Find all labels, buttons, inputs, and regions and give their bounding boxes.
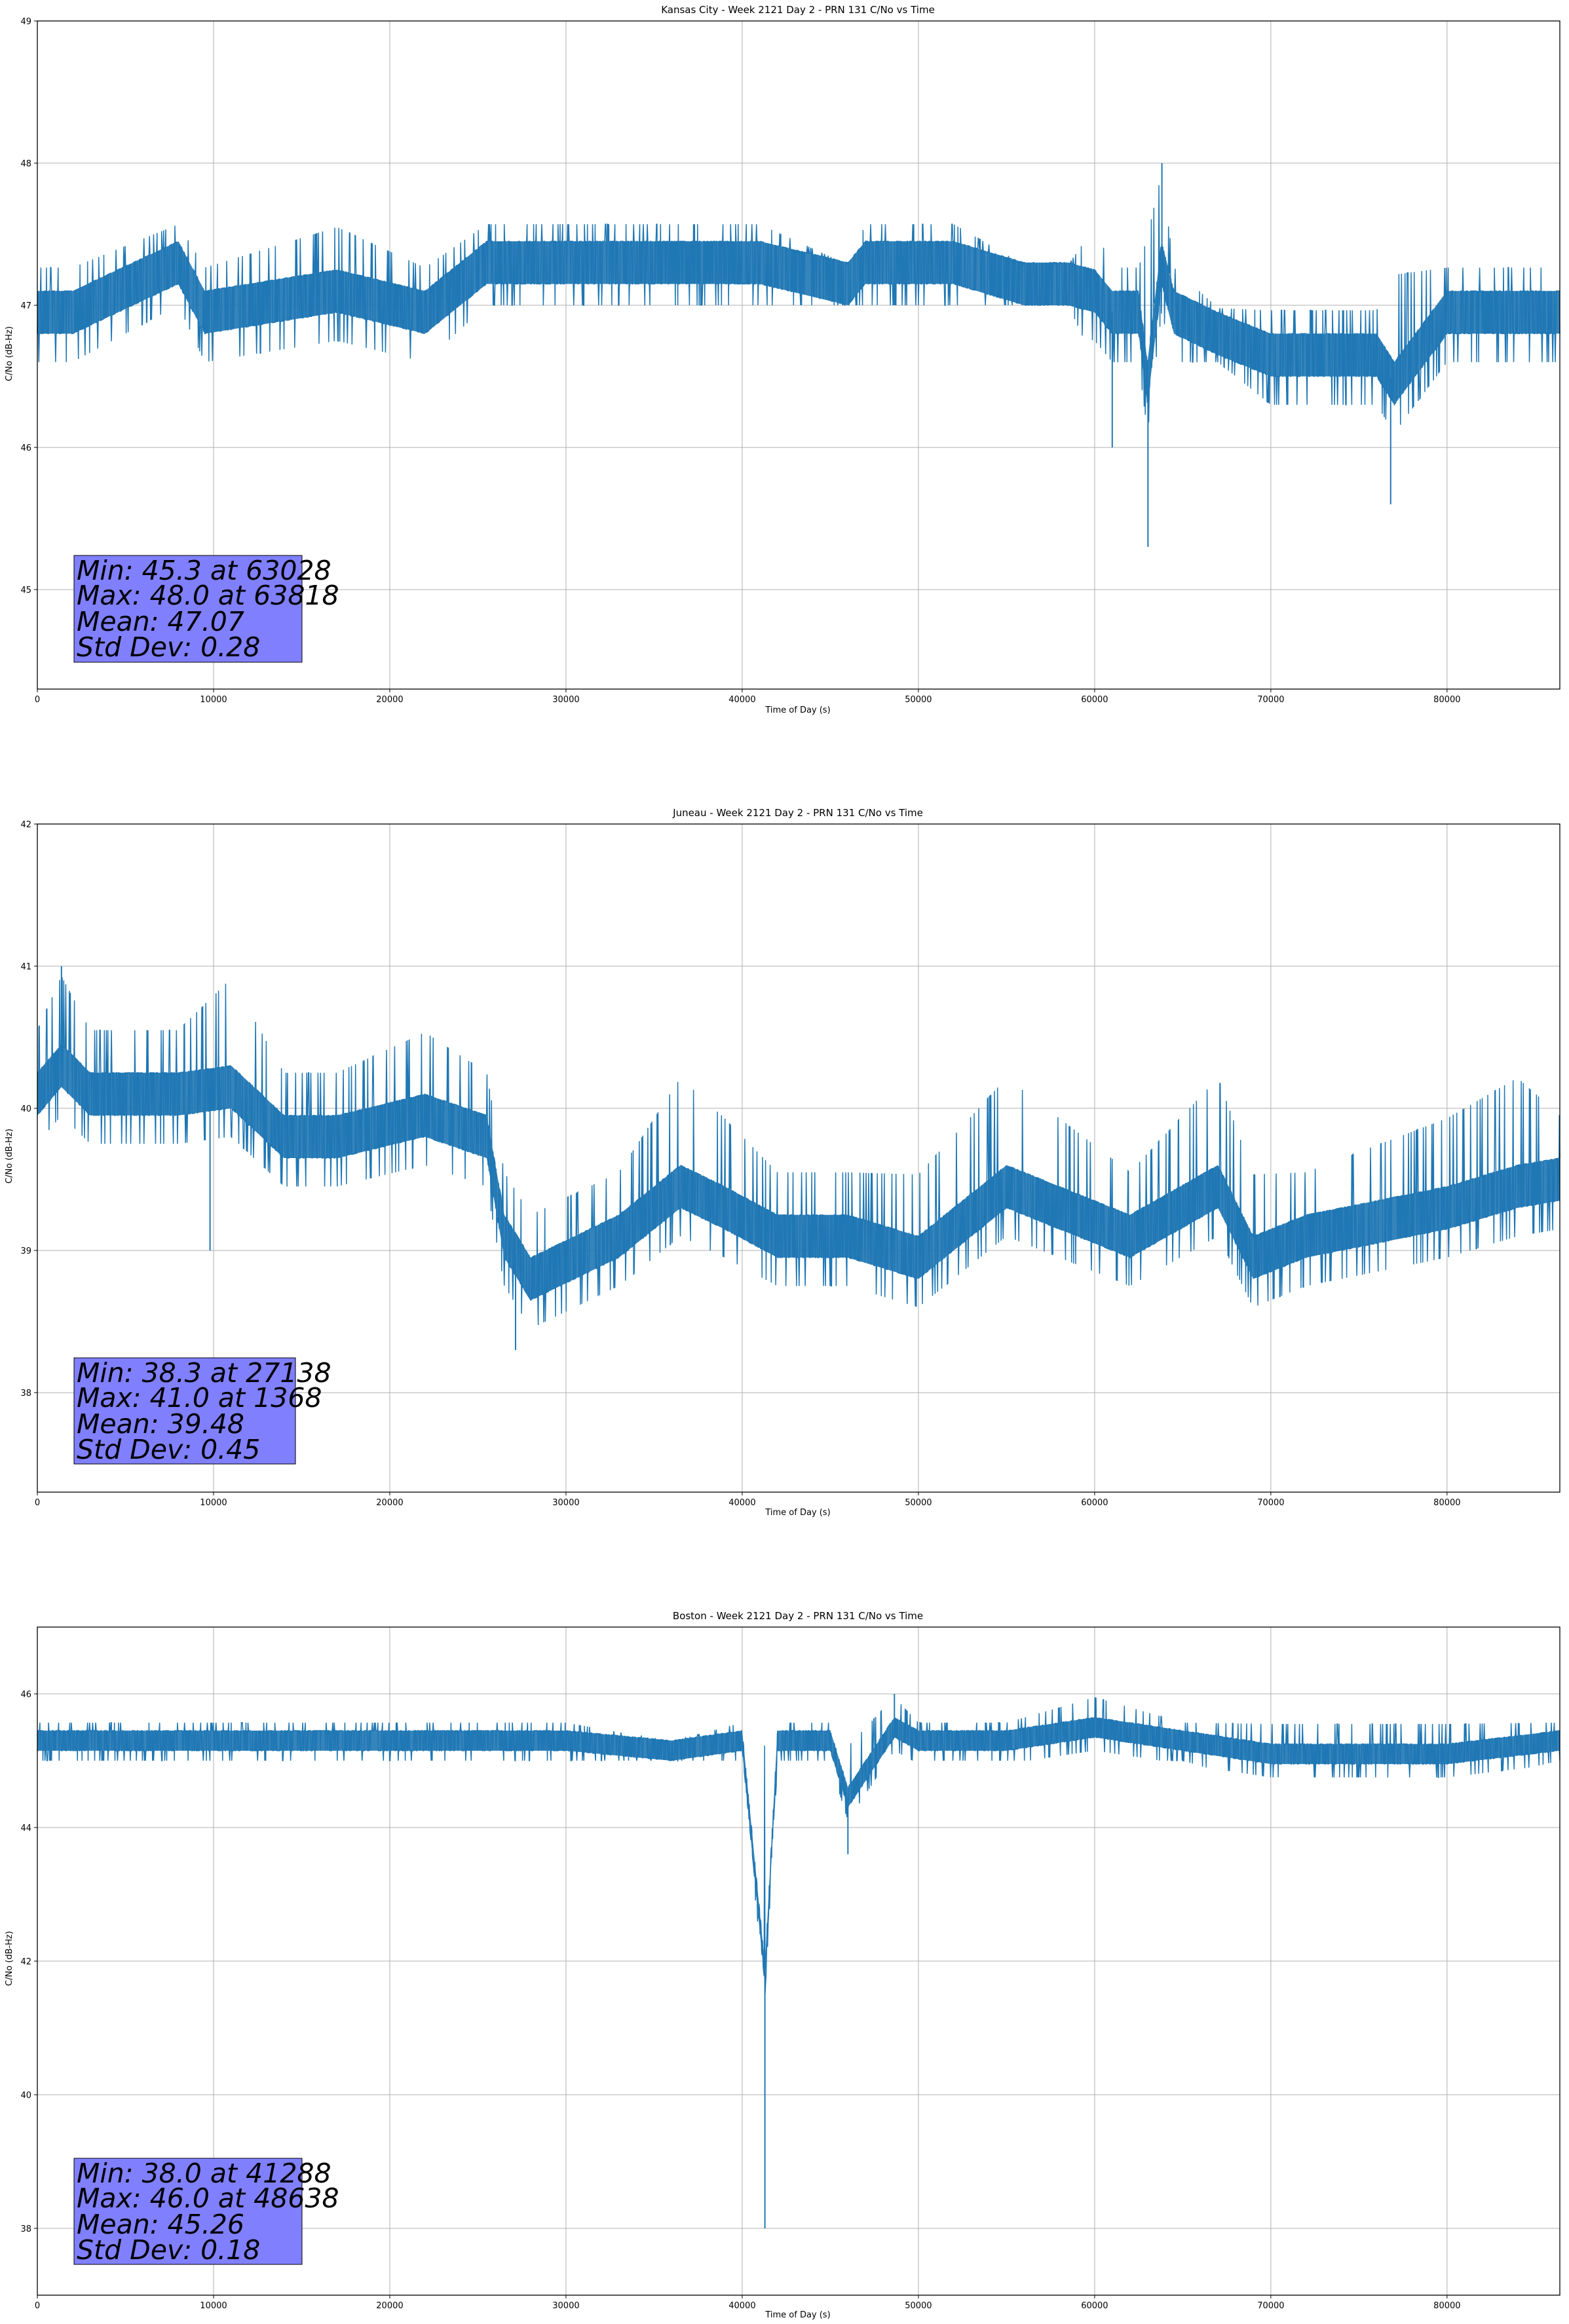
stats-max: Max: 48.0 at 63818	[77, 580, 339, 611]
y-tick-label: 38	[20, 2224, 31, 2234]
y-tick-label: 46	[20, 443, 31, 453]
x-tick-label: 50000	[905, 1498, 932, 1508]
y-tick-label: 49	[20, 17, 31, 27]
signal-dense-band	[37, 1044, 1560, 1300]
plot-area: 0 10000 20000 30000 40000 50000 60000 70000 8000…	[20, 1626, 1560, 2311]
x-tick-label: 50000	[905, 695, 932, 705]
plot-area: 0 10000 20000 30000 40000 50000 60000 70000 8000…	[20, 820, 1560, 1508]
y-tick-label: 40	[20, 2091, 31, 2101]
stats-min: Min: 38.0 at 41288	[77, 2158, 331, 2189]
x-axis-label: Time of Day (s)	[765, 2310, 830, 2320]
x-tick-label: 20000	[376, 2301, 403, 2311]
stats-box-background	[73, 555, 303, 663]
signal-dense-band	[37, 1717, 1560, 1985]
x-tick-label: 80000	[1433, 2301, 1460, 2311]
y-axis-label: C/No (dB-Hz)	[5, 1129, 14, 1184]
x-tick-label: 80000	[1433, 1498, 1460, 1508]
x-tick-label: 0	[35, 695, 40, 705]
x-tick-label: 20000	[376, 1498, 403, 1508]
y-tick-label: 40	[20, 1104, 31, 1114]
y-tick-label: 38	[20, 1389, 31, 1398]
stats-min: Min: 45.3 at 63028	[77, 555, 331, 586]
x-tick-label: 40000	[728, 2301, 755, 2311]
x-tick-label: 0	[35, 1498, 40, 1508]
x-tick-label: 60000	[1081, 2301, 1108, 2311]
x-tick-label: 30000	[552, 1498, 579, 1508]
y-axis-label: C/No (dB-Hz)	[5, 1931, 14, 1986]
signal-dense-band	[37, 241, 1560, 405]
stats-std-dev: Std Dev: 0.28	[77, 631, 260, 663]
x-tick-label: 60000	[1081, 1498, 1108, 1508]
x-tick-label: 50000	[905, 2301, 932, 2311]
x-tick-label: 10000	[200, 1498, 227, 1508]
y-tick-label: 45	[20, 586, 31, 595]
y-tick-label: 47	[20, 301, 31, 311]
plot-frame	[37, 823, 1560, 1493]
y-tick-label: 42	[20, 1957, 31, 1967]
panel-title: Boston - Week 2121 Day 2 - PRN 131 C/No …	[673, 1610, 923, 1622]
juneau-panel: Juneau - Week 2121 Day 2 - PRN 131 C/No …	[5, 807, 1560, 1518]
x-tick-label: 0	[35, 2301, 40, 2311]
x-tick-label: 40000	[728, 1498, 755, 1508]
panel-title: Juneau - Week 2121 Day 2 - PRN 131 C/No …	[672, 807, 923, 819]
x-tick-label: 10000	[200, 695, 227, 705]
stats-min: Min: 38.3 at 27138	[77, 1357, 331, 1389]
x-axis-label: Time of Day (s)	[765, 1508, 830, 1518]
x-tick-label: 60000	[1081, 695, 1108, 705]
x-tick-label: 80000	[1433, 695, 1460, 705]
panel-title: Kansas City - Week 2121 Day 2 - PRN 131 …	[661, 4, 935, 16]
x-tick-label: 70000	[1257, 2301, 1284, 2311]
stats-mean: Mean: 47.07	[77, 606, 244, 637]
y-tick-label: 44	[20, 1824, 31, 1833]
y-tick-label: 42	[20, 820, 31, 830]
x-tick-label: 10000	[200, 2301, 227, 2311]
x-tick-label: 20000	[376, 695, 403, 705]
x-tick-label: 70000	[1257, 695, 1284, 705]
x-axis-label: Time of Day (s)	[765, 705, 830, 715]
stats-max: Max: 46.0 at 48638	[77, 2183, 339, 2214]
stats-std-dev: Std Dev: 0.18	[77, 2234, 260, 2266]
plot-frame	[37, 1626, 1560, 2296]
x-tick-label: 70000	[1257, 1498, 1284, 1508]
y-tick-label: 46	[20, 1690, 31, 1700]
plot-frame	[37, 20, 1560, 690]
y-tick-label: 48	[20, 159, 31, 169]
stats-mean: Mean: 39.48	[77, 1408, 244, 1440]
y-tick-label: 39	[20, 1246, 31, 1256]
y-axis-label: C/No (dB-Hz)	[5, 326, 14, 381]
stats-box: Min: 38.0 at 41288 Max: 46.0 at 48638 Me…	[73, 2158, 339, 2266]
stats-box-background	[73, 1357, 296, 1465]
kansas-city-panel: Kansas City - Week 2121 Day 2 - PRN 131 …	[5, 4, 1560, 715]
x-tick-label: 30000	[552, 695, 579, 705]
x-tick-label: 40000	[728, 695, 755, 705]
stats-mean: Mean: 45.26	[77, 2209, 244, 2240]
x-tick-label: 30000	[552, 2301, 579, 2311]
stats-box: Min: 38.3 at 27138 Max: 41.0 at 1368 Mea…	[73, 1357, 331, 1465]
stats-box-background	[73, 2158, 303, 2265]
stats-max: Max: 41.0 at 1368	[77, 1382, 322, 1414]
boston-panel: Boston - Week 2121 Day 2 - PRN 131 C/No …	[5, 1610, 1560, 2320]
stats-std-dev: Std Dev: 0.45	[77, 1434, 260, 1465]
stats-box: Min: 45.3 at 63028 Max: 48.0 at 63818 Me…	[73, 555, 339, 663]
y-tick-label: 41	[20, 962, 31, 972]
